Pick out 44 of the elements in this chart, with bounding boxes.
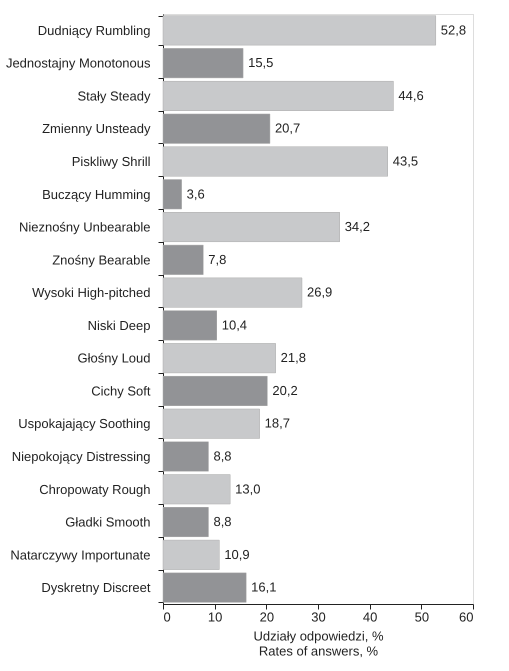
data-label: 13,0 — [235, 481, 260, 496]
data-label: 8,8 — [213, 514, 232, 530]
data-label: 15,5 — [248, 55, 274, 70]
y-tick-label: Stały Steady — [78, 88, 151, 104]
data-label: 26,9 — [306, 284, 332, 300]
y-tick-label: Dyskretny Discreet — [41, 580, 151, 596]
y-tick-label: Jednostajny Monotonous — [6, 56, 151, 71]
data-label: 52,8 — [440, 22, 466, 38]
y-tick-label: Gładki Smooth — [65, 514, 150, 530]
x-axis-title: Udziały odpowiedzi, % Rates of answers, % — [253, 628, 384, 658]
x-tick-label: 60 — [459, 610, 474, 624]
x-tick-label: 50 — [414, 610, 430, 624]
y-tick-label: Chropowaty Rough — [39, 482, 150, 497]
data-label: 20,7 — [274, 120, 300, 136]
data-label: 7,8 — [208, 252, 226, 267]
data-label: 43,5 — [392, 154, 418, 168]
data-label: 21,8 — [280, 350, 306, 366]
y-tick-label: Wysoki High-pitched — [32, 285, 150, 300]
y-tick-label: Niski Deep — [88, 318, 150, 333]
data-label: 34,2 — [344, 219, 370, 234]
data-label: 10,9 — [224, 546, 250, 562]
y-tick-label: Natarczywy Importunate — [10, 547, 150, 562]
y-tick-label: Buczący Humming — [42, 186, 150, 202]
x-tick-label: 30 — [311, 610, 326, 624]
y-tick-label: Cichy Soft — [91, 383, 151, 398]
data-label: 44,6 — [398, 88, 424, 103]
y-tick-label: Znośny Bearable — [52, 252, 150, 268]
y-tick-label: Uspokajający Soothing — [18, 416, 150, 432]
y-tick-label: Głośny Loud — [78, 350, 150, 366]
y-tick-label: Piskliwy Shrill — [72, 154, 151, 169]
y-tick-label: Nieznośny Unbearable — [18, 220, 150, 235]
data-label: 8,8 — [213, 448, 232, 464]
x-tick-label: 40 — [362, 610, 378, 624]
y-tick-label: Niepokojący Distressing — [12, 449, 150, 464]
x-tick-label: 20 — [260, 610, 274, 624]
data-label: 10,4 — [222, 317, 248, 332]
y-tick-label: Dudniący Rumbling — [38, 22, 150, 38]
x-tick-label: 10 — [208, 610, 222, 624]
y-tick-label: Zmienny Unsteady — [42, 121, 151, 136]
data-label: 20,2 — [272, 382, 298, 398]
data-label: 3,6 — [186, 186, 205, 202]
data-label: 16,1 — [251, 580, 276, 595]
x-tick-label: 0 — [164, 610, 171, 624]
data-label: 18,7 — [264, 416, 290, 431]
